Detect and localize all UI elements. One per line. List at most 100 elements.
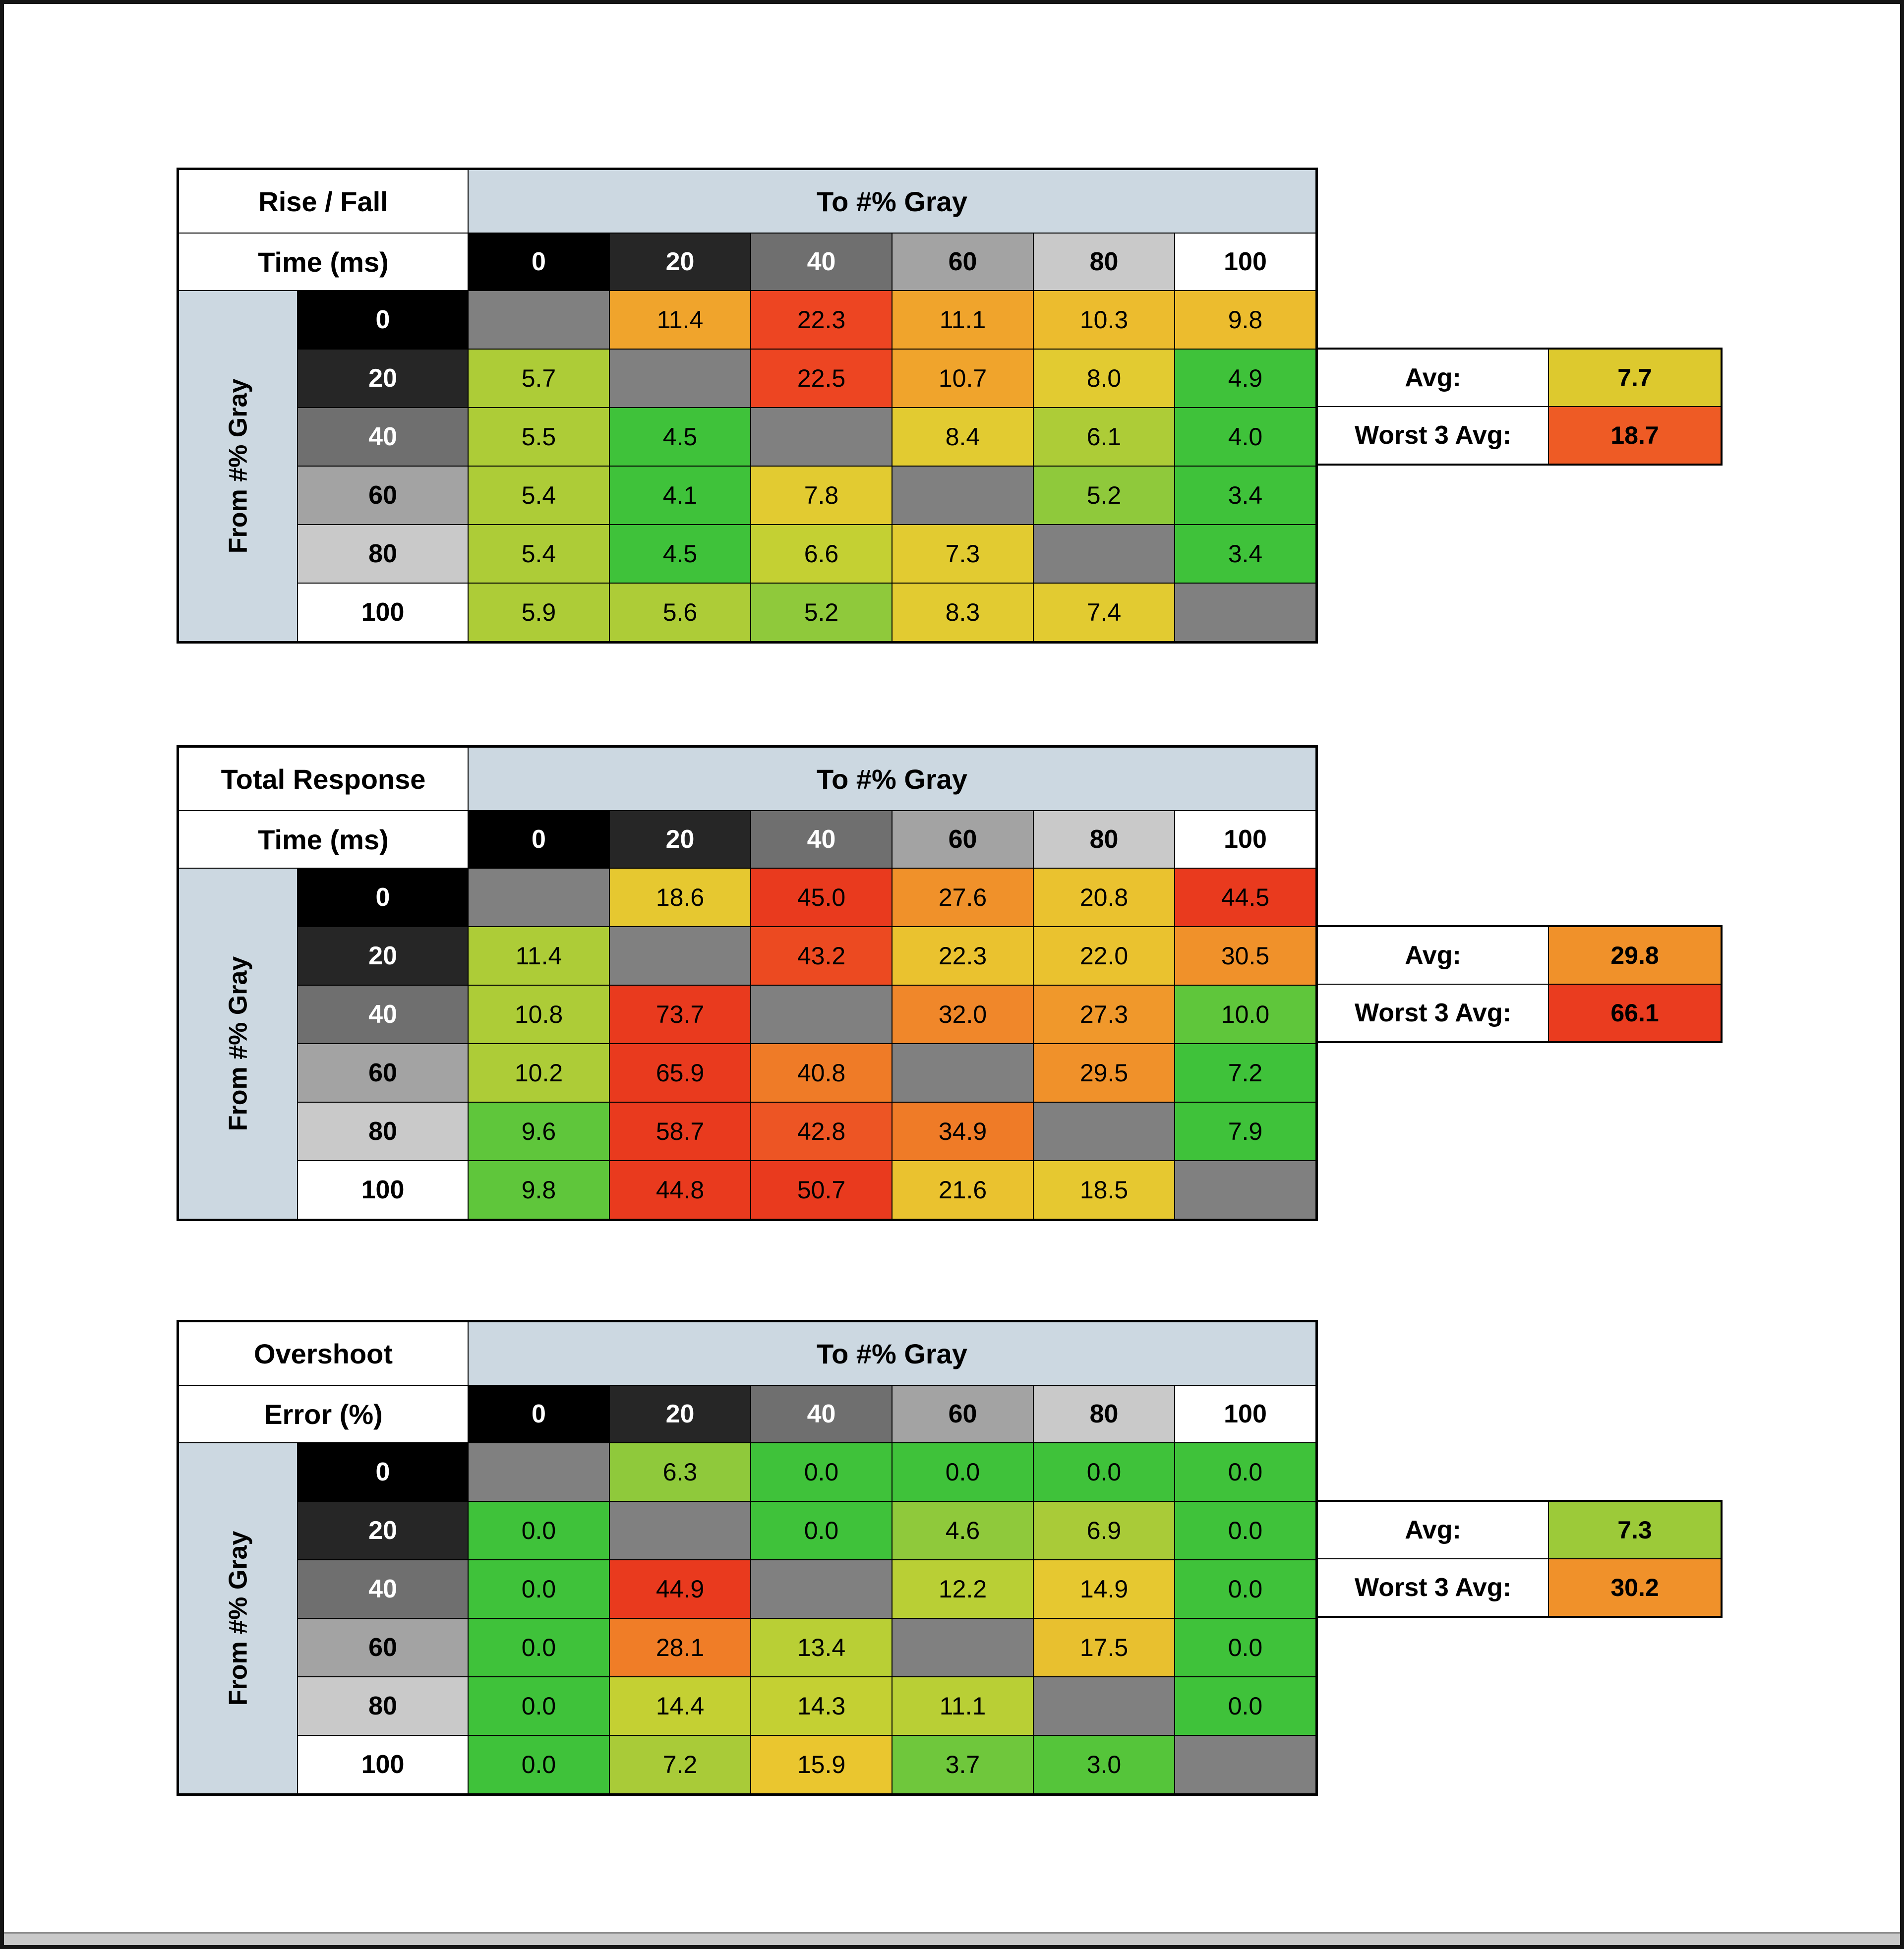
data-cell: 44.8 <box>610 1161 750 1219</box>
data-cell: 20.8 <box>1034 869 1174 926</box>
diagonal-cell <box>469 869 609 926</box>
avg-value: 7.3 <box>1549 1502 1721 1558</box>
row-header-0: 0 <box>298 869 468 926</box>
table-title-line2: Time (ms) <box>179 234 468 290</box>
diagonal-cell <box>610 927 750 985</box>
overshoot-error-summary: Avg: 7.3 Worst 3 Avg: 30.2 <box>1316 1500 1723 1618</box>
data-cell: 27.6 <box>892 869 1033 926</box>
to-gray-header: To #% Gray <box>469 1322 1315 1385</box>
data-cell: 5.4 <box>469 467 609 524</box>
col-header-80: 80 <box>1034 1386 1174 1442</box>
data-cell: 4.5 <box>610 525 750 583</box>
avg-value: 29.8 <box>1549 927 1721 984</box>
data-cell: 29.5 <box>1034 1044 1174 1102</box>
col-header-0: 0 <box>469 1386 609 1442</box>
horizontal-scrollbar[interactable] <box>4 1932 1900 1945</box>
avg-label: Avg: <box>1318 927 1548 984</box>
data-cell: 0.0 <box>751 1502 892 1559</box>
data-cell: 5.6 <box>610 584 750 641</box>
diagonal-cell <box>751 408 892 466</box>
data-cell: 7.2 <box>1175 1044 1315 1102</box>
row-header-40: 40 <box>298 986 468 1043</box>
data-cell: 58.7 <box>610 1103 750 1160</box>
diagonal-cell <box>892 1044 1033 1102</box>
data-cell: 8.0 <box>1034 350 1174 407</box>
data-cell: 0.0 <box>469 1502 609 1559</box>
data-cell: 0.0 <box>469 1677 609 1735</box>
to-gray-header: To #% Gray <box>469 748 1315 810</box>
row-header-100: 100 <box>298 1736 468 1793</box>
data-cell: 22.3 <box>751 291 892 349</box>
row-header-0: 0 <box>298 1443 468 1501</box>
row-header-40: 40 <box>298 408 468 466</box>
col-header-60: 60 <box>892 234 1033 290</box>
table-title-line2: Time (ms) <box>179 811 468 868</box>
row-header-100: 100 <box>298 1161 468 1219</box>
worst3-avg-label: Worst 3 Avg: <box>1318 985 1548 1041</box>
table-title-line1: Overshoot <box>179 1322 468 1385</box>
data-cell: 28.1 <box>610 1619 750 1676</box>
diagonal-cell <box>1175 1161 1315 1219</box>
data-cell: 7.4 <box>1034 584 1174 641</box>
row-header-20: 20 <box>298 1502 468 1559</box>
row-header-80: 80 <box>298 1677 468 1735</box>
data-cell: 8.3 <box>892 584 1033 641</box>
avg-label: Avg: <box>1318 1502 1548 1558</box>
diagonal-cell <box>610 1502 750 1559</box>
data-cell: 0.0 <box>1034 1443 1174 1501</box>
data-cell: 22.3 <box>892 927 1033 985</box>
data-cell: 17.5 <box>1034 1619 1174 1676</box>
data-cell: 30.5 <box>1175 927 1315 985</box>
col-header-100: 100 <box>1175 1386 1315 1442</box>
data-cell: 15.9 <box>751 1736 892 1793</box>
data-cell: 11.4 <box>610 291 750 349</box>
diagonal-cell <box>1034 1677 1174 1735</box>
diagonal-cell <box>1034 1103 1174 1160</box>
data-cell: 4.0 <box>1175 408 1315 466</box>
avg-value: 7.7 <box>1549 350 1721 406</box>
col-header-20: 20 <box>610 234 750 290</box>
data-cell: 10.2 <box>469 1044 609 1102</box>
to-gray-header: To #% Gray <box>469 170 1315 233</box>
from-gray-label: From #% Gray <box>224 956 253 1131</box>
row-header-60: 60 <box>298 467 468 524</box>
data-cell: 7.8 <box>751 467 892 524</box>
data-cell: 42.8 <box>751 1103 892 1160</box>
data-cell: 5.7 <box>469 350 609 407</box>
data-cell: 65.9 <box>610 1044 750 1102</box>
data-cell: 5.2 <box>1034 467 1174 524</box>
col-header-100: 100 <box>1175 811 1315 868</box>
diagonal-cell <box>751 986 892 1043</box>
data-cell: 21.6 <box>892 1161 1033 1219</box>
col-header-0: 0 <box>469 811 609 868</box>
table-title-line2: Error (%) <box>179 1386 468 1442</box>
row-header-20: 20 <box>298 350 468 407</box>
data-cell: 10.3 <box>1034 291 1174 349</box>
row-header-100: 100 <box>298 584 468 641</box>
data-cell: 0.0 <box>469 1619 609 1676</box>
data-cell: 4.6 <box>892 1502 1033 1559</box>
data-cell: 10.8 <box>469 986 609 1043</box>
from-gray-header: From #% Gray <box>179 1443 297 1793</box>
data-cell: 0.0 <box>751 1443 892 1501</box>
data-cell: 3.0 <box>1034 1736 1174 1793</box>
data-cell: 3.4 <box>1175 467 1315 524</box>
diagonal-cell <box>892 467 1033 524</box>
data-cell: 18.5 <box>1034 1161 1174 1219</box>
diagonal-cell <box>610 350 750 407</box>
col-header-0: 0 <box>469 234 609 290</box>
data-cell: 0.0 <box>469 1736 609 1793</box>
col-header-80: 80 <box>1034 234 1174 290</box>
worst3-avg-value: 30.2 <box>1549 1559 1721 1616</box>
data-cell: 4.9 <box>1175 350 1315 407</box>
rise-fall-summary: Avg: 7.7 Worst 3 Avg: 18.7 <box>1316 348 1723 466</box>
data-cell: 0.0 <box>1175 1502 1315 1559</box>
data-cell: 3.7 <box>892 1736 1033 1793</box>
data-cell: 0.0 <box>1175 1560 1315 1618</box>
worst3-avg-value: 66.1 <box>1549 985 1721 1041</box>
total-response-summary: Avg: 29.8 Worst 3 Avg: 66.1 <box>1316 925 1723 1043</box>
from-gray-header: From #% Gray <box>179 291 297 641</box>
data-cell: 6.3 <box>610 1443 750 1501</box>
data-cell: 27.3 <box>1034 986 1174 1043</box>
worst3-avg-value: 18.7 <box>1549 407 1721 464</box>
